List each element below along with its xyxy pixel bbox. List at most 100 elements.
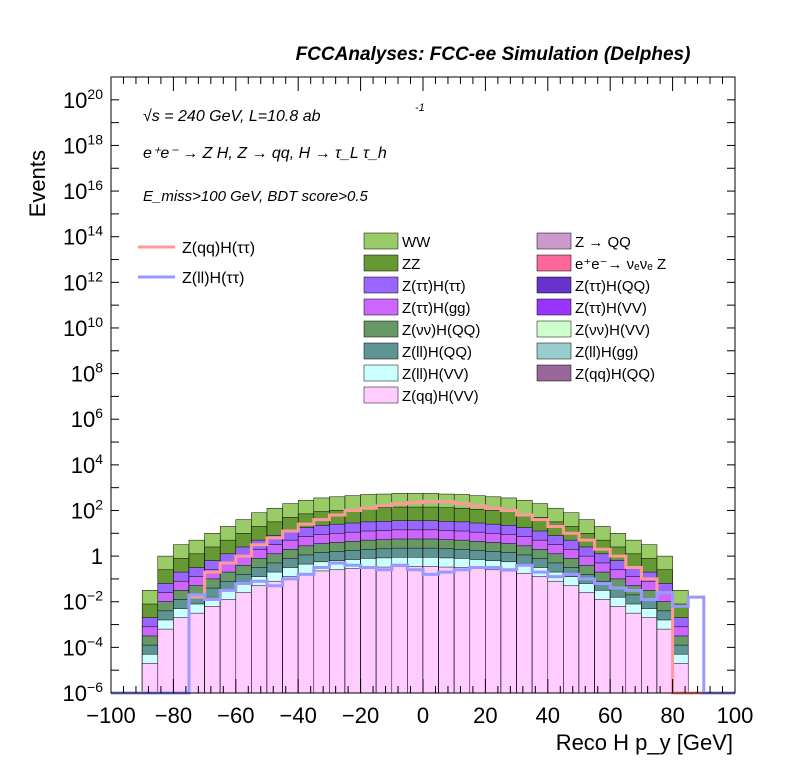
chart-title: FCCAnalyses: FCC-ee Simulation (Delphes) [296, 44, 691, 65]
signal-line-1 [111, 561, 735, 695]
legend-swatch [363, 298, 399, 316]
y-tick-label: 1014 [63, 223, 103, 250]
x-tick-label: 20 [473, 703, 497, 728]
legend-swatch [536, 276, 572, 294]
legend-swatch [363, 364, 399, 382]
x-tick-label: −20 [342, 703, 379, 728]
bar-z-qq-h-vv- [469, 568, 486, 694]
legend-signal: Z(qq)H(ττ) Z(ll)H(ττ) [138, 240, 255, 287]
y-tick-label: 1018 [63, 131, 103, 158]
bar-z-qq-h-vv- [453, 567, 471, 694]
y-tick-label: 108 [71, 360, 103, 387]
x-tick-label: −40 [280, 703, 317, 728]
signal-histograms [111, 499, 735, 695]
bar-z-qq-h-vv- [173, 617, 190, 694]
bar-z-qq-h-vv- [407, 566, 424, 694]
bar-z-qq-h-vv- [282, 576, 299, 694]
legend-label: Z(ll)H(gg) [575, 344, 638, 361]
y-axis-label: Events [25, 150, 50, 217]
bar-z-qq-h-vv- [547, 580, 564, 694]
bar-z-qq-h-vv- [641, 617, 658, 694]
x-tick-label: 80 [660, 703, 684, 728]
legend-background: WW ZZ Z(ττ)H(ττ) Z(ττ)H(gg) Z(νν)H(QQ) Z(ll)H… [363, 232, 666, 405]
legend-label: Z(ττ)H(gg) [402, 300, 471, 317]
bar-z-qq-h-vv- [204, 606, 221, 694]
bar-z-qq-h-vv- [391, 566, 408, 694]
signal-line-0 [111, 499, 735, 695]
energy-lumi-annotation: √s = 240 GeV, L=10.8 ab [143, 108, 321, 125]
bar-z-qq-h-vv- [625, 612, 642, 694]
legend-label: e⁺e⁻→ νₑνₑ Z [575, 256, 666, 273]
x-axis-label: Reco H p_y [GeV] [556, 730, 733, 755]
legend-label: Z(νν)H(QQ) [402, 322, 480, 339]
y-tick-label: 10−4 [63, 633, 104, 660]
legend-swatch [536, 364, 572, 382]
bar-z-qq-h-vv- [313, 570, 330, 694]
bar-z-qq-h-vv- [344, 568, 361, 694]
y-tick-label: 10−6 [63, 679, 104, 706]
legend-swatch [363, 232, 399, 250]
bar-z-qq-h-vv- [656, 628, 673, 694]
x-tick-label: 40 [536, 703, 560, 728]
legend-label: Z(ll)H(VV) [402, 366, 469, 383]
legend-swatch [363, 320, 399, 338]
legend-label: Z → QQ [575, 234, 631, 251]
selection-annotation: E_miss>100 GeV, BDT score>0.5 [143, 188, 368, 205]
bar-z-qq-h-vv- [360, 567, 377, 694]
y-tick-label: 1012 [63, 268, 103, 295]
y-tick-label: 1020 [63, 86, 103, 113]
x-tick-label: 60 [598, 703, 622, 728]
legend-label: Z(ττ)H(ττ) [402, 278, 466, 295]
y-tick-label: 1016 [63, 177, 103, 204]
bar-z-qq-h-vv- [266, 580, 283, 694]
legend-swatch [536, 342, 572, 360]
bar-z-qq-h-vv- [235, 592, 252, 694]
legend-swatch [363, 386, 399, 404]
legend-label: Z(qq)H(VV) [402, 388, 479, 405]
bar-z-qq-h-vv- [485, 569, 502, 694]
legend-label: Z(ττ)H(QQ) [575, 278, 650, 295]
legend-label: Z(νν)H(VV) [575, 322, 650, 339]
annotations: √s = 240 GeV, L=10.8 ab -1 e⁺e⁻ → Z H, Z… [143, 102, 425, 205]
bar-z-qq-h-vv- [422, 566, 439, 694]
legend-label: WW [402, 234, 431, 251]
legend-label: Z(qq)H(QQ) [575, 366, 655, 383]
bar-z-qq-h-vv- [219, 599, 237, 694]
y-tick-label: 104 [71, 451, 103, 478]
y-tick-label: 102 [71, 496, 103, 523]
bar-z-qq-h-vv- [578, 592, 595, 694]
bar-z-qq-h-vv- [251, 585, 268, 694]
legend-swatch [363, 254, 399, 272]
legend-swatch [536, 254, 572, 272]
y-tick-label: 10−2 [63, 588, 104, 615]
legend-swatch [536, 320, 572, 338]
legend-swatch [363, 276, 399, 294]
legend-swatch [536, 232, 572, 250]
bar-z-qq-h-vv- [594, 599, 611, 694]
bar-z-qq-h-vv- [188, 612, 205, 694]
x-tick-label: −100 [86, 703, 136, 728]
bar-z-qq-h-vv- [672, 663, 689, 694]
y-axis: 1020 1018 1016 1014 1012 1010 108 106 104 102 1 10−… [63, 76, 735, 706]
x-tick-label: 100 [717, 703, 754, 728]
bar-z-qq-h-vv- [500, 570, 517, 694]
bar-z-qq-h-vv- [297, 572, 315, 694]
bar-z-qq-h-vv- [141, 663, 159, 694]
legend-label: Z(ll)H(QQ) [402, 344, 472, 361]
legend-swatch [363, 342, 399, 360]
legend-swatch [536, 298, 572, 316]
x-tick-label: −60 [217, 703, 254, 728]
legend-label: ZZ [402, 256, 420, 273]
bar-z-qq-h-vv- [563, 585, 580, 694]
bar-z-qq-h-vv- [516, 572, 533, 694]
legend-label: Z(ττ)H(VV) [575, 300, 647, 317]
y-tick-label: 1 [91, 544, 103, 569]
energy-lumi-exponent: -1 [415, 102, 425, 114]
y-tick-label: 106 [71, 405, 103, 432]
bar-z-qq-h-vv- [438, 566, 455, 694]
legend-label-signal: Z(ll)H(ττ) [182, 270, 244, 287]
process-annotation: e⁺e⁻ → Z H, Z → qq, H → τ_L τ_h [143, 145, 387, 162]
x-tick-label: −80 [155, 703, 192, 728]
x-axis: −100 −80 −60 −40 −20 0 20 40 60 80 100 [86, 77, 753, 728]
